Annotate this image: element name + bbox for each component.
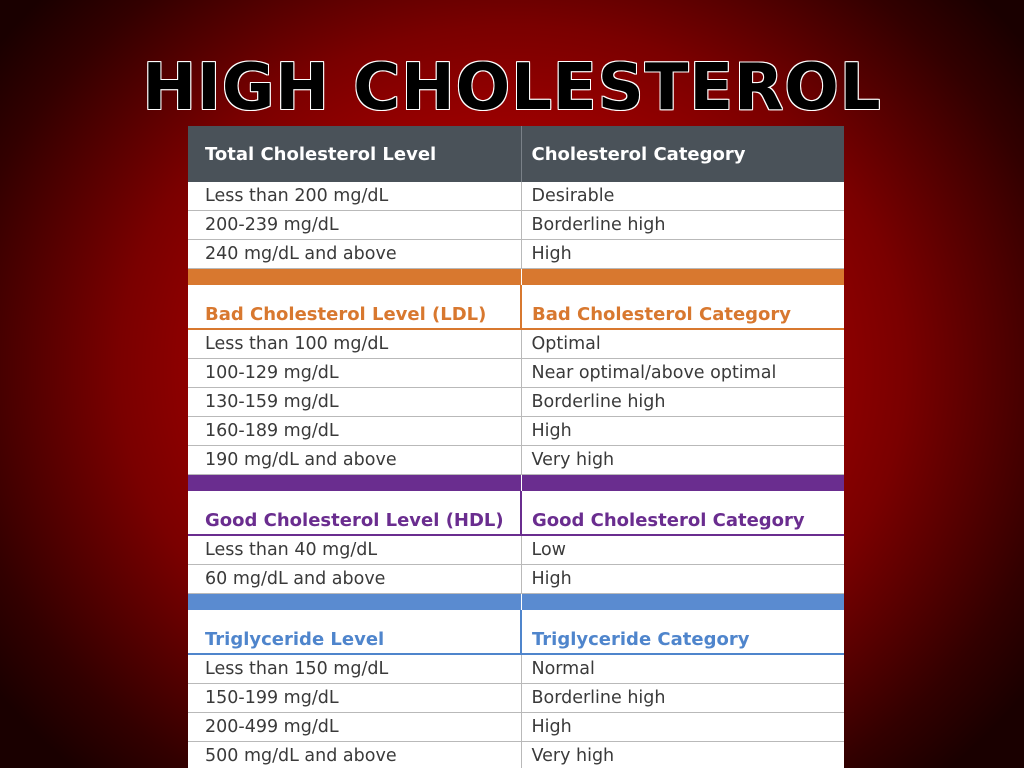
level-cell: 60 mg/dL and above bbox=[188, 564, 521, 594]
level-cell: 190 mg/dL and above bbox=[188, 445, 521, 475]
level-cell: 500 mg/dL and above bbox=[188, 741, 521, 768]
table-row: Less than 40 mg/dL Low bbox=[188, 535, 844, 565]
category-cell: Normal bbox=[520, 654, 844, 684]
band-cell bbox=[188, 268, 521, 285]
table-row: 130-159 mg/dL Borderline high bbox=[188, 387, 844, 417]
ldl-color-band bbox=[188, 268, 844, 285]
level-cell: Less than 150 mg/dL bbox=[188, 654, 521, 684]
level-cell: 130-159 mg/dL bbox=[188, 387, 521, 417]
level-cell: 200-239 mg/dL bbox=[188, 210, 521, 240]
level-cell: 160-189 mg/dL bbox=[188, 416, 521, 446]
level-cell: Less than 100 mg/dL bbox=[188, 329, 521, 359]
triglyceride-category-header: Triglyceride Category bbox=[520, 610, 844, 655]
category-cell: High bbox=[520, 712, 844, 742]
slide-title: HIGH CHOLESTEROL bbox=[142, 51, 882, 125]
ldl-header-row: Bad Cholesterol Level (LDL) Bad Choleste… bbox=[188, 285, 844, 330]
category-cell: High bbox=[520, 564, 844, 594]
level-cell: Less than 40 mg/dL bbox=[188, 535, 521, 565]
band-cell bbox=[520, 593, 844, 610]
category-cell: High bbox=[520, 239, 844, 269]
hdl-color-band bbox=[188, 474, 844, 491]
cholesterol-table: Total Cholesterol Level Cholesterol Cate… bbox=[188, 126, 844, 768]
level-cell: 150-199 mg/dL bbox=[188, 683, 521, 713]
table-row: Less than 100 mg/dL Optimal bbox=[188, 329, 844, 359]
category-cell: Near optimal/above optimal bbox=[520, 358, 844, 388]
hdl-category-header: Good Cholesterol Category bbox=[520, 491, 844, 536]
category-cell: Borderline high bbox=[520, 387, 844, 417]
table-row: 500 mg/dL and above Very high bbox=[188, 741, 844, 768]
table-row: 200-499 mg/dL High bbox=[188, 712, 844, 742]
ldl-level-header: Bad Cholesterol Level (LDL) bbox=[188, 285, 521, 330]
total-header-row: Total Cholesterol Level Cholesterol Cate… bbox=[188, 126, 844, 182]
table-row: 160-189 mg/dL High bbox=[188, 416, 844, 446]
band-cell bbox=[188, 474, 521, 491]
category-cell: Borderline high bbox=[520, 683, 844, 713]
category-cell: High bbox=[520, 416, 844, 446]
level-cell: 200-499 mg/dL bbox=[188, 712, 521, 742]
hdl-header-row: Good Cholesterol Level (HDL) Good Choles… bbox=[188, 491, 844, 536]
table-row: 150-199 mg/dL Borderline high bbox=[188, 683, 844, 713]
ldl-category-header: Bad Cholesterol Category bbox=[520, 285, 844, 330]
table-row: 200-239 mg/dL Borderline high bbox=[188, 210, 844, 240]
band-cell bbox=[520, 268, 844, 285]
triglyceride-header-row: Triglyceride Level Triglyceride Category bbox=[188, 610, 844, 655]
category-cell: Desirable bbox=[520, 182, 844, 211]
level-cell: 100-129 mg/dL bbox=[188, 358, 521, 388]
level-cell: Less than 200 mg/dL bbox=[188, 182, 521, 211]
category-cell: Borderline high bbox=[520, 210, 844, 240]
triglyceride-color-band bbox=[188, 593, 844, 610]
band-cell bbox=[188, 593, 521, 610]
category-cell: Low bbox=[520, 535, 844, 565]
hdl-level-header: Good Cholesterol Level (HDL) bbox=[188, 491, 521, 536]
total-category-header: Cholesterol Category bbox=[520, 126, 844, 182]
table-row: 60 mg/dL and above High bbox=[188, 564, 844, 594]
level-cell: 240 mg/dL and above bbox=[188, 239, 521, 269]
category-cell: Very high bbox=[520, 741, 844, 768]
table-row: Less than 150 mg/dL Normal bbox=[188, 654, 844, 684]
total-level-header: Total Cholesterol Level bbox=[188, 126, 521, 182]
category-cell: Optimal bbox=[520, 329, 844, 359]
table-row: 100-129 mg/dL Near optimal/above optimal bbox=[188, 358, 844, 388]
band-cell bbox=[520, 474, 844, 491]
category-cell: Very high bbox=[520, 445, 844, 475]
table-row: Less than 200 mg/dL Desirable bbox=[188, 182, 844, 211]
table-row: 240 mg/dL and above High bbox=[188, 239, 844, 269]
table-row: 190 mg/dL and above Very high bbox=[188, 445, 844, 475]
triglyceride-level-header: Triglyceride Level bbox=[188, 610, 521, 655]
